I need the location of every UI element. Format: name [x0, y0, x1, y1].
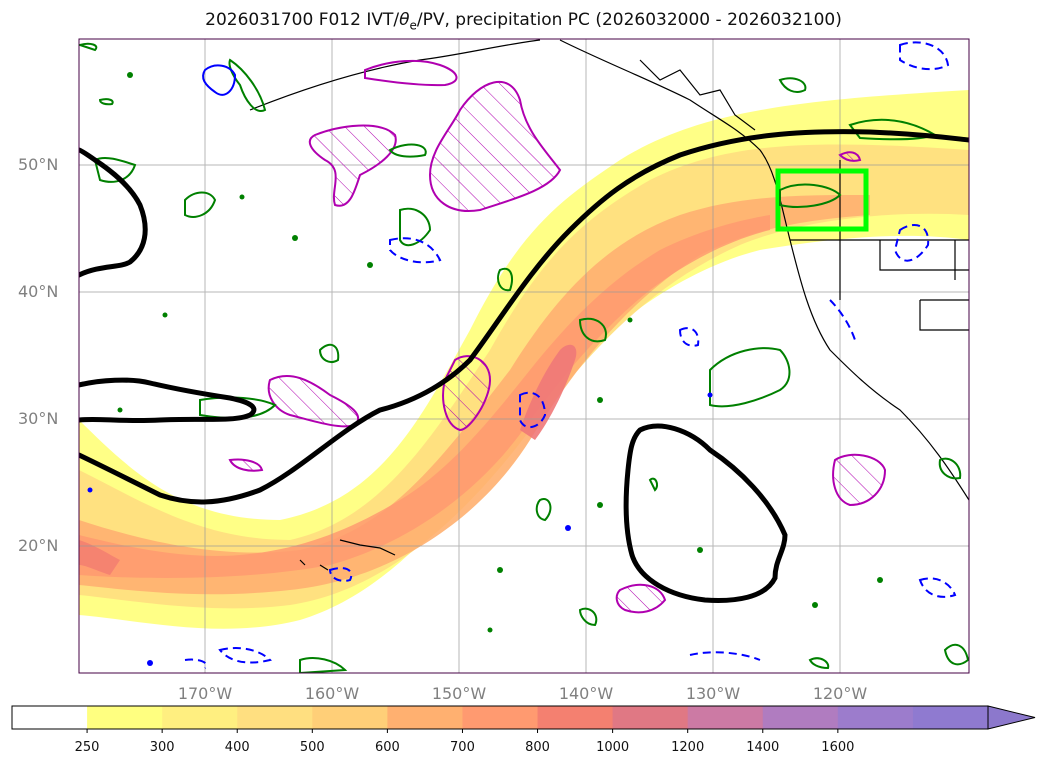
lon-label-140w: 140°W	[558, 684, 614, 703]
ivt-shading	[79, 90, 969, 629]
colorbar-segment	[612, 706, 689, 729]
lon-label-170w: 170°W	[177, 684, 233, 703]
precip-contours	[228, 59, 887, 614]
colorbar-segment	[237, 706, 313, 729]
colorbar	[11, 705, 1036, 733]
colorbar-tick-label: 1400	[746, 740, 780, 755]
colorbar-tick-label: 250	[74, 740, 100, 755]
region-box	[775, 168, 869, 232]
lat-label-40: 40°N	[18, 282, 59, 301]
lon-label-120w: 120°W	[812, 684, 868, 703]
title-sub: e	[409, 18, 417, 33]
lat-label-20: 20°N	[18, 536, 59, 555]
colorbar-tick-label: 1200	[671, 740, 705, 755]
colorbar-segment	[387, 706, 463, 729]
lon-label-150w: 150°W	[431, 684, 487, 703]
colorbar-segment	[687, 706, 764, 729]
map-area	[79, 39, 969, 673]
map-title: 2026031700 F012 IVT/θe/PV, precipitation…	[0, 10, 1047, 32]
colorbar-tick-label: 300	[149, 740, 175, 755]
colorbar-extend-arrow	[987, 705, 1036, 730]
pv-negative-small	[87, 392, 713, 666]
title-prefix: 2026031700 F012 IVT/	[205, 10, 400, 30]
colorbar-segment	[462, 706, 539, 729]
lon-label-160w: 160°W	[304, 684, 360, 703]
colorbar-tick-label: 700	[450, 740, 475, 755]
colorbar-segment	[312, 706, 388, 729]
colorbar-segment	[87, 706, 163, 729]
colorbar-tick-label: 800	[525, 740, 550, 755]
lat-label-30: 30°N	[18, 409, 59, 428]
colorbar-segment	[537, 706, 614, 729]
colorbar-segment	[762, 706, 839, 729]
colorbar-segment	[162, 706, 238, 729]
graticule	[79, 39, 969, 673]
title-suffix: /PV, precipitation PC (2026032000 - 2026…	[416, 10, 842, 30]
colorbar-tick-label: 1600	[821, 740, 855, 755]
lat-label-50: 50°N	[18, 155, 59, 174]
colorbar-tick-label: 600	[374, 740, 400, 755]
colorbar-segment	[912, 706, 989, 729]
lon-label-130w: 130°W	[685, 684, 741, 703]
colorbar-segment	[12, 706, 88, 729]
theta-e-contours	[79, 129, 969, 603]
colorbar-tick-label: 1000	[596, 740, 630, 755]
map-frame	[78, 38, 970, 674]
colorbar-tick-label: 500	[299, 740, 325, 755]
pv-small-features	[117, 72, 883, 633]
coastlines	[249, 39, 969, 571]
pv-negative-contours	[184, 41, 957, 669]
colorbar-segment	[837, 706, 914, 729]
colorbar-tick-label: 400	[224, 740, 250, 755]
title-theta: θ	[399, 10, 410, 30]
colorbar-frame	[11, 705, 989, 730]
